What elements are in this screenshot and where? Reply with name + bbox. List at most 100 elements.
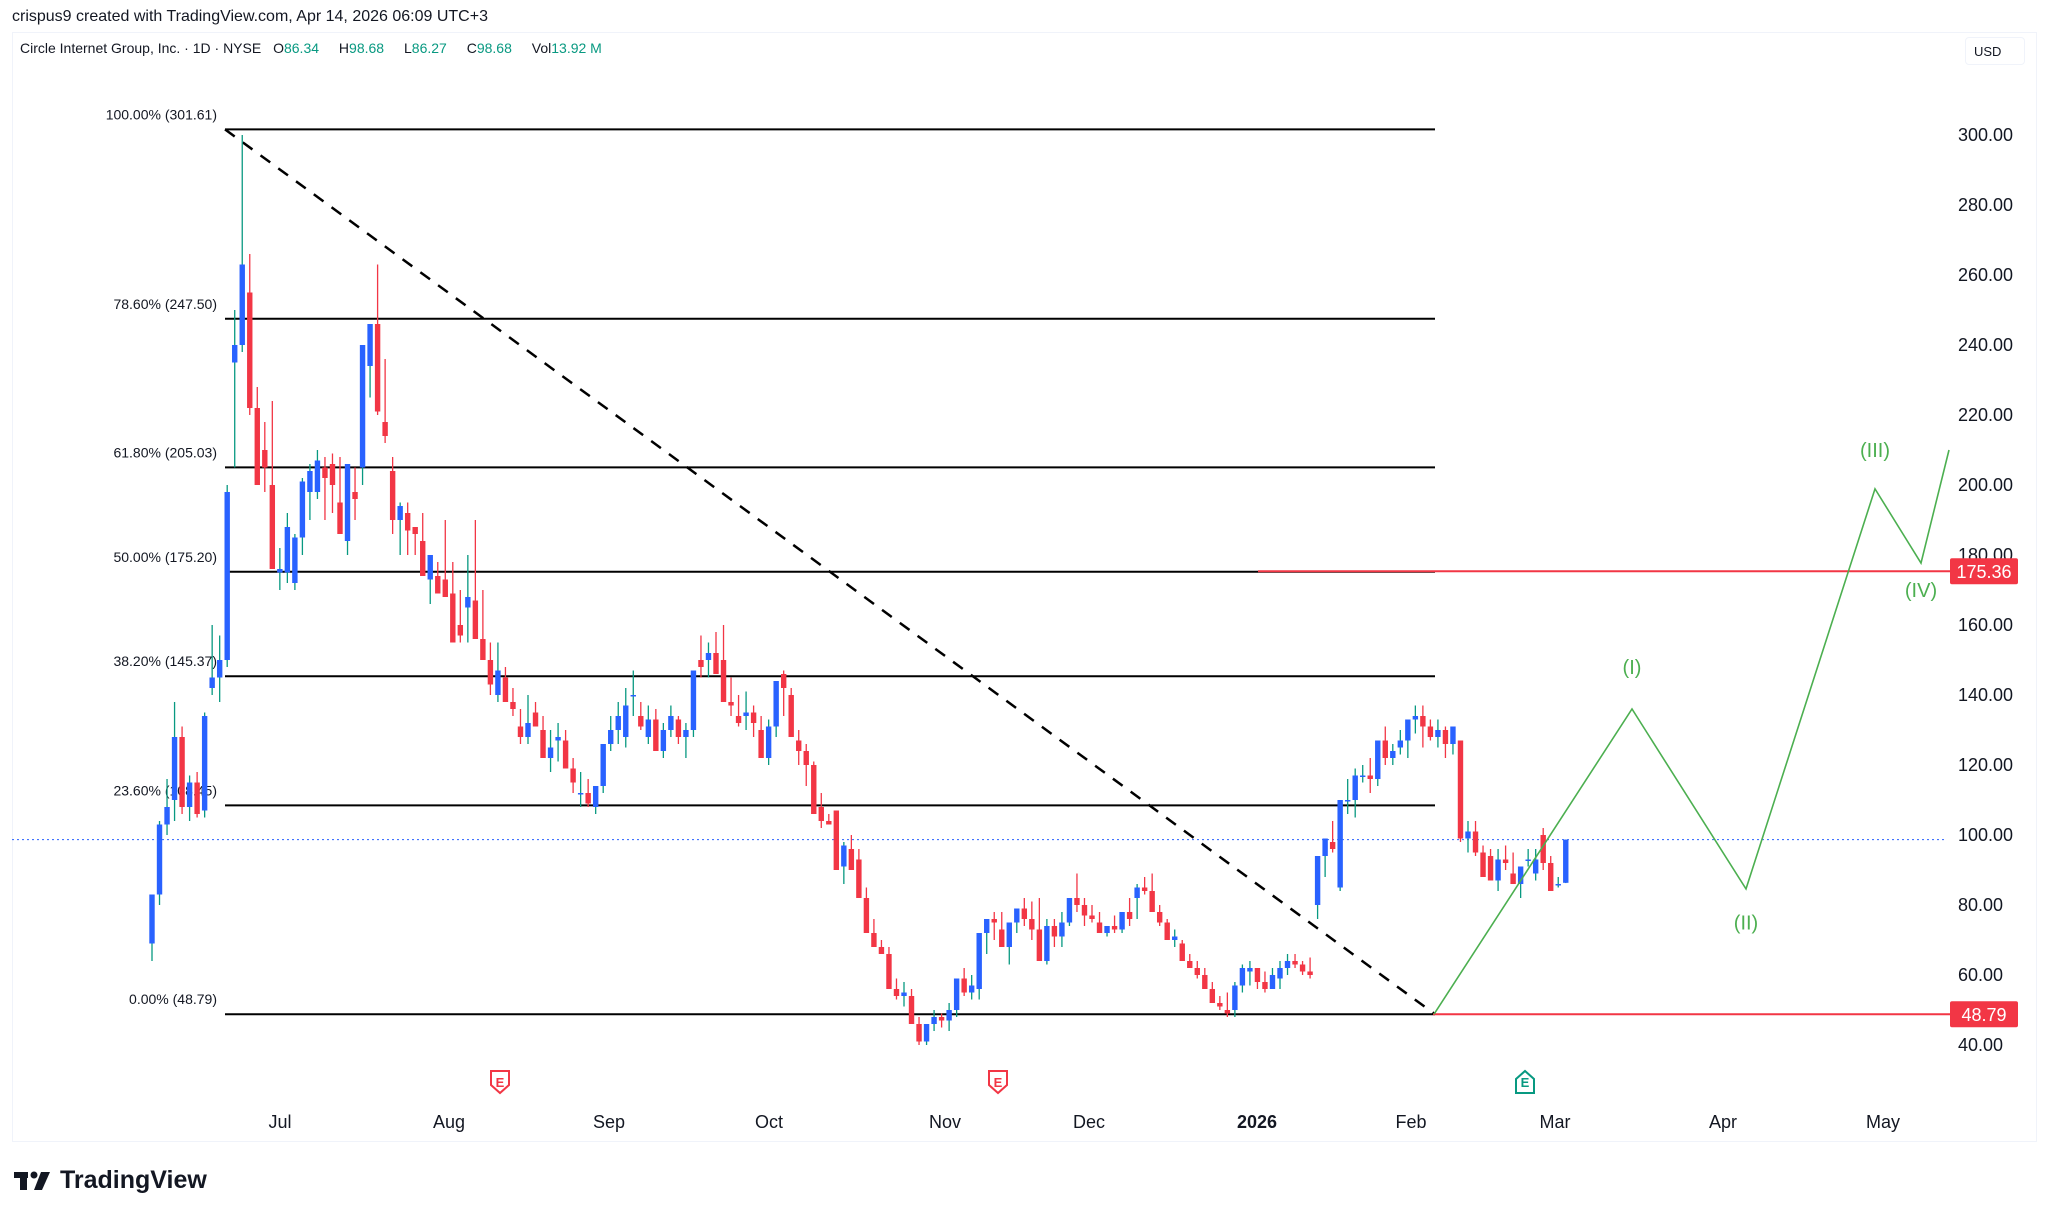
candle-body	[984, 919, 990, 933]
candle-body	[841, 845, 847, 867]
candle-body	[1156, 912, 1163, 923]
candle-body	[938, 1017, 945, 1021]
candle-body	[359, 345, 366, 468]
candle-body	[517, 726, 524, 737]
candle-body	[1014, 908, 1020, 923]
candle-body	[179, 737, 185, 807]
candle-body	[720, 660, 727, 702]
candle-body	[991, 919, 997, 923]
candle-body	[1126, 912, 1133, 919]
earnings-marker-icon[interactable]: E	[1515, 1069, 1535, 1094]
candle-body	[886, 954, 892, 989]
candle-body	[1548, 863, 1554, 891]
candle-body	[495, 670, 501, 695]
candle-body	[382, 422, 388, 436]
volume: Vol13.92 M	[531, 40, 602, 56]
price-level-label: 175.36	[1956, 562, 2011, 582]
candle-body	[1217, 1003, 1223, 1007]
y-axis-tick: 200.00	[1958, 475, 2013, 495]
candle-body	[765, 726, 772, 758]
elliott-wave-label: (III)	[1860, 440, 1890, 462]
candle-body	[1262, 982, 1268, 989]
candle-body	[1480, 852, 1486, 877]
candle-body	[1412, 716, 1419, 720]
candle-body	[750, 712, 757, 723]
candle-body	[1141, 887, 1148, 891]
tradingview-logo[interactable]: TradingView	[14, 1166, 207, 1195]
candle-body	[480, 639, 486, 660]
candle-body	[1517, 866, 1524, 884]
candle-body	[901, 992, 907, 996]
candle-body	[435, 576, 441, 594]
tradingview-logo-icon	[14, 1171, 50, 1190]
svg-text:E: E	[1521, 1075, 1530, 1090]
candle-body	[502, 677, 509, 702]
candle-body	[262, 450, 268, 468]
svg-text:E: E	[496, 1075, 505, 1090]
candle-body	[796, 740, 802, 751]
candle-body	[322, 467, 328, 478]
candle-body	[555, 737, 561, 741]
chart-frame	[12, 32, 2037, 1142]
candle-body	[953, 978, 960, 1010]
candle-body	[1532, 859, 1539, 874]
candle-body	[577, 793, 584, 795]
candle-body	[1435, 730, 1441, 737]
candle-body	[1239, 968, 1246, 986]
y-axis-tick: 300.00	[1958, 125, 2013, 145]
fib-level-label: 78.60% (247.50)	[113, 296, 217, 312]
ohlc-open: O86.34	[273, 40, 320, 56]
candle-body	[1194, 968, 1200, 975]
candle-body	[713, 653, 719, 674]
candle-body	[645, 719, 652, 737]
candle-body	[1209, 989, 1216, 1003]
candle-body	[638, 716, 644, 727]
candle-body	[1397, 740, 1404, 748]
candle-body	[1096, 922, 1103, 933]
candle-body	[630, 695, 636, 697]
candle-body	[1232, 985, 1238, 1010]
elliott-wave-label: (I)	[1623, 657, 1642, 679]
candle-body	[1021, 908, 1028, 919]
candle-body	[728, 702, 734, 706]
candle-body	[247, 292, 253, 408]
candle-body	[1487, 856, 1494, 881]
candle-body	[389, 471, 396, 520]
candle-body	[743, 712, 749, 716]
candle-body	[404, 513, 411, 531]
candle-body	[1367, 775, 1373, 779]
candle-body	[608, 730, 614, 744]
candle-body	[420, 541, 426, 576]
y-axis-tick: 120.00	[1958, 755, 2013, 775]
currency-button[interactable]: USD	[1965, 37, 2025, 65]
x-axis-tick: Sep	[593, 1112, 625, 1132]
candle-body	[329, 464, 336, 485]
candle-body	[780, 674, 787, 688]
candle-body	[292, 537, 298, 583]
candle-body	[735, 716, 742, 723]
y-axis-tick: 260.00	[1958, 265, 2013, 285]
x-axis-tick: 2026	[1237, 1112, 1277, 1132]
x-axis-tick: Jul	[268, 1112, 291, 1132]
candle-body	[683, 730, 689, 737]
fib-level-label: 0.00% (48.79)	[129, 991, 217, 1007]
candle-body	[239, 264, 245, 345]
candle-body	[1066, 898, 1073, 923]
candle-body	[269, 485, 276, 569]
candle-body	[1292, 961, 1298, 965]
earnings-marker-icon[interactable]: E	[490, 1070, 510, 1095]
brand-name: TradingView	[60, 1166, 207, 1194]
candle-body	[1202, 975, 1208, 989]
fib-level-label: 100.00% (301.61)	[106, 106, 217, 122]
candle-body	[856, 859, 862, 898]
candle-body	[908, 996, 915, 1024]
candle-body	[149, 894, 155, 944]
earnings-marker-icon[interactable]: E	[988, 1070, 1008, 1095]
candle-body	[1119, 912, 1125, 930]
candle-body	[570, 768, 576, 783]
candle-body	[299, 481, 306, 538]
candle-body	[615, 716, 621, 730]
candle-body	[201, 716, 208, 811]
candle-body	[465, 597, 471, 608]
